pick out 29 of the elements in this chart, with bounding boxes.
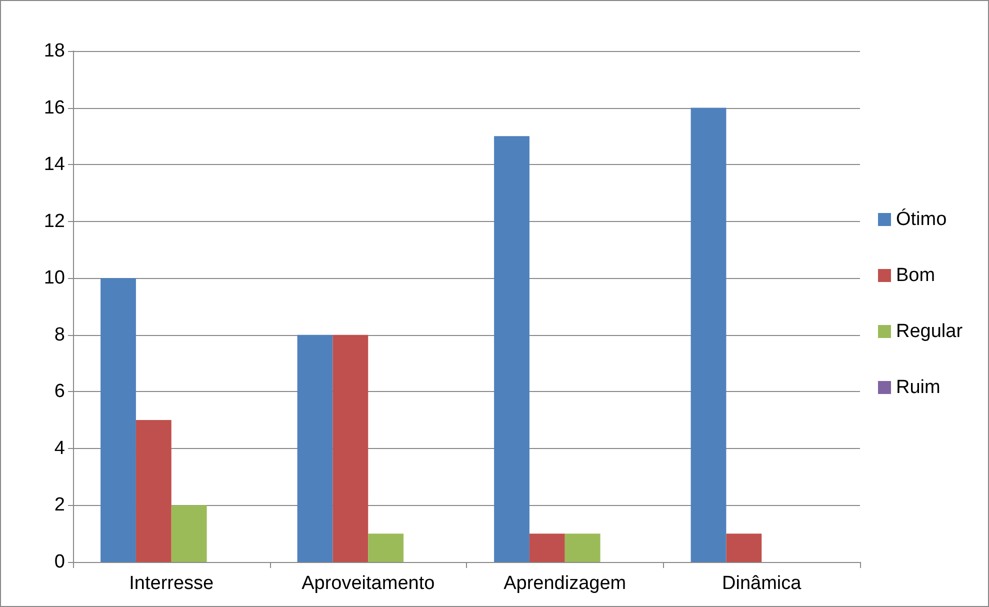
legend-label: Regular [896,321,964,342]
y-tick-label: 14 [44,154,66,176]
bar [726,534,762,562]
x-tick-label: Interresse [129,573,214,594]
bar [494,136,530,562]
bar [332,334,368,562]
y-tick-label: 6 [54,381,65,402]
y-tick-label: 16 [44,97,65,118]
bar [690,108,726,562]
bar [297,334,333,562]
y-tick-label: 8 [54,324,65,346]
y-tick-label: 12 [44,210,65,232]
bar [100,278,136,562]
bar [529,534,565,562]
y-tick-label: 2 [54,494,65,516]
legend-label: Ruim [896,377,940,398]
bar [564,534,600,562]
legend-label: Ótimo [896,208,947,230]
bar [171,505,207,562]
legend-label: Bom [896,265,936,286]
y-tick-label: 18 [44,40,65,62]
x-tick-label: Dinâmica [722,573,802,594]
x-tick-label: Aprendizagem [504,573,626,594]
x-tick-label: Aproveitamento [302,573,435,594]
bar [136,420,172,562]
y-tick-label: 4 [54,438,66,459]
bar [368,534,404,562]
y-tick-label: 10 [44,268,65,289]
y-tick-label: 0 [54,552,65,572]
